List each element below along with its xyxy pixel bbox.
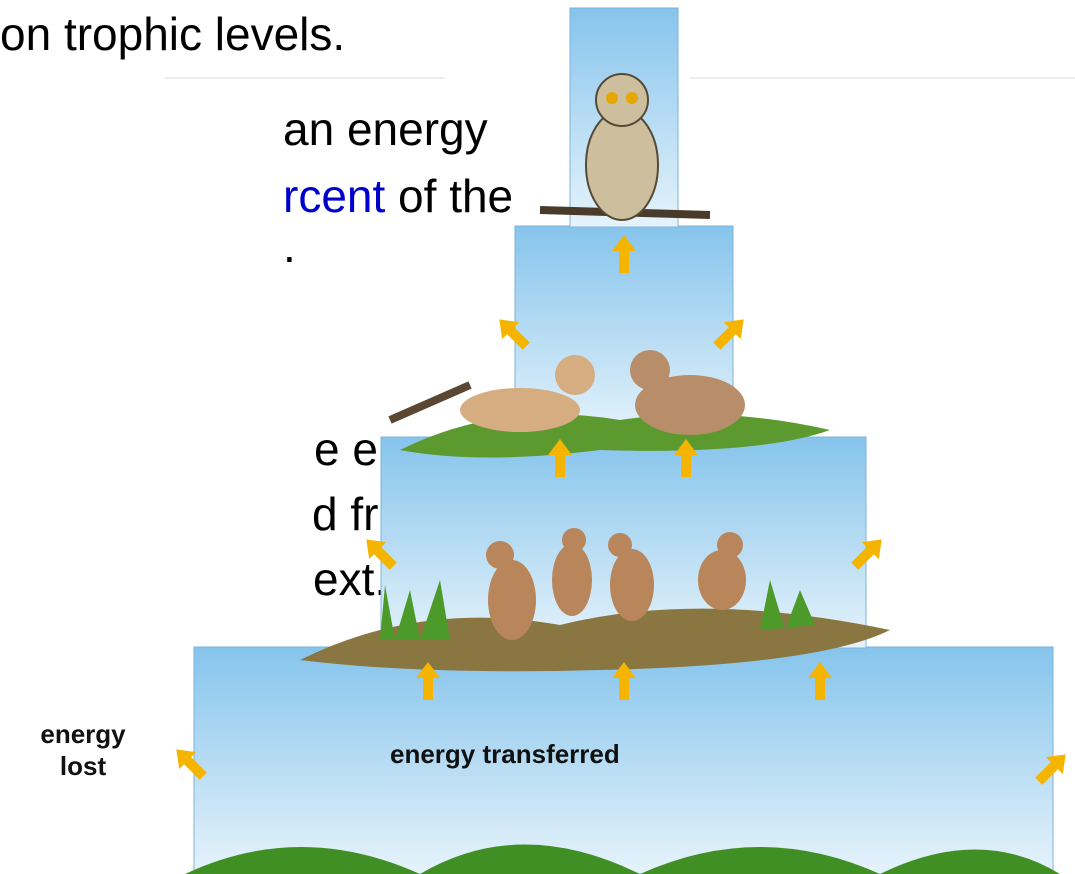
slide-line: ext.: [313, 553, 387, 605]
owl: [540, 74, 710, 220]
slide-line: .: [283, 220, 296, 272]
slide-line: rcent of the: [283, 170, 513, 222]
slide-line: an energy: [283, 103, 488, 155]
slide: on trophic levels. an energy rcent of th…: [0, 0, 1075, 874]
energy-lost-label: lost: [60, 751, 107, 781]
energy-lost-label: energy: [40, 719, 126, 749]
slide-line: on trophic levels.: [0, 8, 345, 60]
text-segment: of the: [385, 170, 513, 222]
energy-transferred-label: energy transferred: [390, 739, 620, 769]
highlight-word: rcent: [283, 170, 385, 222]
page: {"slide_text": {"lines": [ {"segments": …: [0, 0, 1075, 874]
